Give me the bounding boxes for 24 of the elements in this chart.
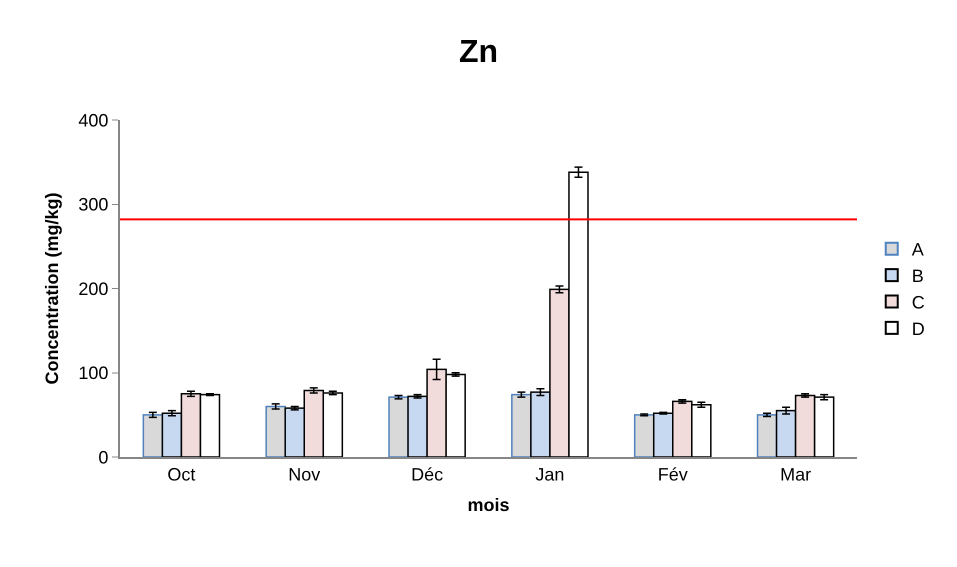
x-tick-label: Fév xyxy=(658,464,688,485)
x-tick-label: Mar xyxy=(780,464,812,485)
y-axis-title: Concentration (mg/kg) xyxy=(42,192,62,384)
y-tick-label: 400 xyxy=(78,110,108,130)
x-tick-label: Jan xyxy=(535,464,564,485)
bar xyxy=(634,414,654,457)
chart-title: Zn xyxy=(458,33,498,70)
legend-label: C xyxy=(912,292,925,313)
y-tick-label: 0 xyxy=(98,447,108,468)
y-tick-label: 300 xyxy=(78,194,108,215)
bar xyxy=(265,406,286,457)
bar xyxy=(756,414,778,457)
legend-label: B xyxy=(912,266,924,286)
bar xyxy=(388,396,409,457)
legend-label: A xyxy=(912,240,924,260)
y-tick-label: 100 xyxy=(78,363,108,384)
y-tick-label: 200 xyxy=(78,278,108,299)
bar xyxy=(142,414,164,457)
bar xyxy=(511,394,532,457)
x-tick-label: Déc xyxy=(411,464,444,485)
x-tick-label: Oct xyxy=(167,464,196,485)
x-axis-title: mois xyxy=(467,495,510,516)
legend-label: D xyxy=(912,318,925,339)
x-tick-label: Nov xyxy=(288,464,320,485)
